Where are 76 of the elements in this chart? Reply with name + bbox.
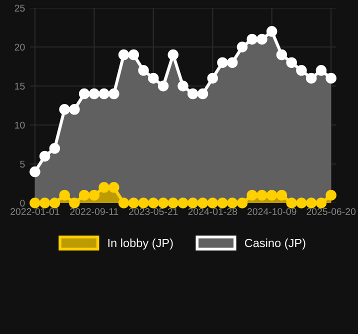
point xyxy=(226,57,238,68)
point xyxy=(236,42,248,52)
point xyxy=(217,57,228,68)
point xyxy=(178,80,188,92)
point xyxy=(266,190,278,201)
y-tick-label: 25 xyxy=(14,4,25,12)
point xyxy=(296,65,307,76)
y-tick-label: 5 xyxy=(20,160,25,168)
point xyxy=(88,190,100,201)
point xyxy=(128,198,140,208)
point xyxy=(187,198,198,208)
point xyxy=(98,182,110,193)
legend-label: In lobby (JP) xyxy=(108,238,173,250)
point xyxy=(207,72,218,84)
point xyxy=(39,150,50,162)
point xyxy=(286,198,297,208)
point xyxy=(266,26,278,37)
point xyxy=(118,198,130,208)
point xyxy=(138,65,149,76)
point xyxy=(296,198,307,208)
x-tick-label: 2022-01-01 xyxy=(10,208,60,215)
point xyxy=(108,182,120,193)
point xyxy=(226,198,238,208)
y-tick-label: 15 xyxy=(15,82,25,90)
x-tick-label: 2022-09-11 xyxy=(70,208,118,215)
point xyxy=(236,198,248,208)
point xyxy=(197,88,208,100)
point xyxy=(158,198,169,208)
point xyxy=(316,65,327,76)
point xyxy=(207,198,218,208)
point xyxy=(118,49,130,60)
point xyxy=(246,34,258,45)
point xyxy=(326,190,336,201)
y-tick-label: 20 xyxy=(14,44,25,51)
point xyxy=(256,34,268,45)
point xyxy=(49,198,60,208)
point xyxy=(49,143,60,154)
point xyxy=(316,198,327,208)
point xyxy=(306,198,317,208)
y-tick-label: 10 xyxy=(15,122,25,129)
point xyxy=(69,198,80,208)
x-tick-label: 2024-10-09 xyxy=(247,208,296,215)
point xyxy=(306,72,317,84)
x-tick-label: 2025-06-20 xyxy=(306,208,356,215)
point xyxy=(108,88,120,100)
point xyxy=(158,80,169,92)
x-tick-label: 2024-01-28 xyxy=(188,208,238,215)
y-tick-label: 0 xyxy=(20,200,25,207)
point xyxy=(148,72,159,84)
x-tick-label: 2023-05-21 xyxy=(129,208,178,215)
point xyxy=(276,190,288,201)
point xyxy=(276,49,288,60)
point xyxy=(88,88,100,100)
point xyxy=(59,104,70,115)
point xyxy=(246,190,258,201)
point xyxy=(69,104,80,115)
point xyxy=(128,49,140,60)
legend-label: Casino (JP) xyxy=(244,238,306,250)
point xyxy=(326,72,336,84)
point xyxy=(148,198,159,208)
point xyxy=(39,198,50,208)
point xyxy=(286,57,297,68)
point xyxy=(168,49,179,60)
point xyxy=(178,198,188,208)
point xyxy=(197,198,208,208)
point xyxy=(59,190,70,201)
point xyxy=(187,88,198,100)
point xyxy=(256,190,268,201)
point xyxy=(78,88,90,100)
point xyxy=(98,88,110,100)
point xyxy=(138,198,149,208)
point xyxy=(30,198,40,208)
point xyxy=(78,190,90,201)
point xyxy=(30,166,40,178)
point xyxy=(217,198,228,208)
point xyxy=(168,198,179,208)
